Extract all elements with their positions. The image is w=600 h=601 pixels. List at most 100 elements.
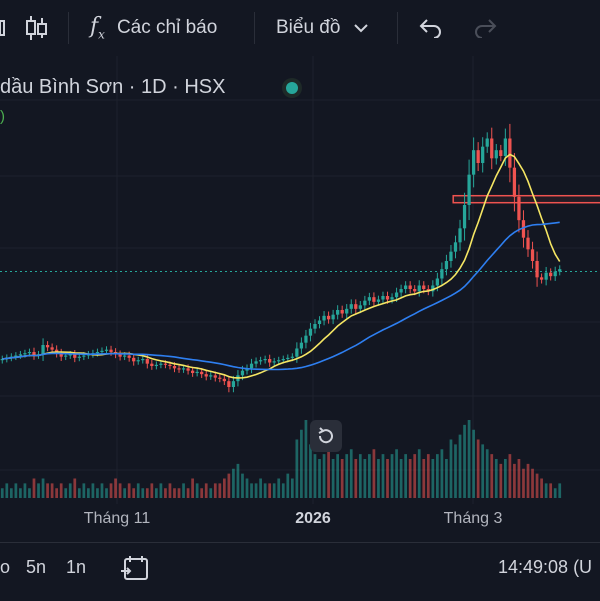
undo-icon[interactable] [418, 0, 442, 56]
candle-body [154, 364, 158, 367]
volume-bar [213, 483, 217, 499]
time-tick: 2026 [295, 510, 331, 527]
volume-bar [236, 463, 240, 499]
candle-body [517, 196, 521, 221]
candles-icon[interactable] [24, 0, 48, 56]
volume-bar [23, 483, 27, 499]
candle-body [218, 377, 222, 379]
volume-bar [28, 488, 31, 498]
volume-bar [19, 488, 22, 498]
candle-body [258, 360, 263, 362]
volume-bar [463, 424, 466, 499]
chart-type-label: Biểu đồ [276, 17, 341, 38]
volume-bar [349, 449, 353, 498]
candle-body [45, 345, 50, 348]
candle-body [435, 278, 439, 286]
range-partial-button[interactable]: o [0, 557, 11, 577]
volume-bar [200, 488, 204, 498]
candle-body [50, 347, 54, 350]
candle-body [240, 370, 245, 376]
volume-bar [272, 483, 276, 499]
candle-body [422, 285, 426, 289]
candle-body [190, 370, 195, 373]
volume-bar [336, 454, 340, 499]
volume-bar [155, 488, 158, 498]
chart-type-button[interactable]: Biểu đồ [276, 0, 369, 56]
candle-body [431, 285, 435, 292]
volume-bar [345, 454, 349, 499]
range-5y-button[interactable]: 5n [26, 557, 47, 577]
symbol-title[interactable]: dầu Bình Sơn · 1D · HSX [0, 70, 225, 104]
volume-bar [399, 459, 403, 498]
range-1y-button[interactable]: 1n [66, 557, 87, 577]
candle-body [345, 308, 349, 314]
candle-body [363, 300, 367, 306]
volume-bar [445, 459, 448, 498]
volume-bar [413, 454, 417, 499]
volume-bar [14, 483, 18, 499]
candle-body [168, 364, 172, 367]
volume-bar [145, 488, 149, 498]
candle-body [18, 354, 23, 356]
volume-bar [404, 454, 407, 499]
candle-body [209, 375, 213, 377]
toolbar-divider [254, 12, 255, 44]
candle-body [27, 352, 32, 354]
chart-grid [0, 56, 600, 504]
toolbar-prev-partial[interactable] [0, 0, 8, 56]
candle-body [394, 292, 399, 298]
volume-bar [449, 439, 453, 498]
volume-bar [395, 449, 398, 498]
goto-date-icon[interactable] [120, 555, 150, 588]
candle-body [471, 150, 476, 175]
volume-bar [168, 483, 172, 499]
volume-bar [426, 454, 430, 499]
volume-bar [494, 459, 498, 498]
volume-bar [295, 439, 299, 498]
price-chart[interactable] [0, 56, 600, 504]
candle-body [476, 150, 480, 163]
volume-bar [327, 449, 330, 498]
volume-bar [490, 454, 494, 499]
volume-bar [386, 459, 389, 498]
candle-body [299, 342, 304, 349]
volume-bar [440, 449, 444, 498]
candle-body [535, 261, 539, 278]
volume-bar [549, 483, 553, 499]
volume-bar [232, 468, 235, 498]
chevron-down-icon [354, 24, 369, 33]
volume-bar [322, 454, 326, 499]
candle-body [512, 167, 517, 197]
reset-chart-button[interactable] [310, 420, 342, 452]
market-status-icon [282, 78, 302, 98]
candle-body [64, 355, 68, 357]
candle-body [159, 363, 163, 365]
volume-bar [222, 478, 226, 498]
volume-bar [553, 488, 557, 498]
candle-body [317, 320, 322, 324]
volume-bar [177, 488, 181, 498]
volume-bar [476, 439, 480, 498]
top-toolbar: fx Các chỉ báo Biểu đồ [0, 0, 600, 56]
volume-bar [422, 459, 426, 498]
candle-body [521, 220, 526, 238]
volume-bar [313, 454, 317, 499]
volume-bar [472, 429, 475, 498]
volume-bar [218, 483, 222, 499]
volume-bar [114, 478, 117, 498]
indicators-button[interactable]: fx Các chỉ báo [90, 0, 217, 56]
candle-body [530, 249, 535, 261]
volume-bar [259, 478, 262, 498]
candles [0, 123, 562, 393]
volume-bar [508, 454, 512, 499]
volume-bar [368, 454, 371, 499]
volume-bar [159, 483, 163, 499]
volume-bar [164, 488, 167, 498]
redo-icon[interactable] [474, 0, 498, 56]
clock-display[interactable]: 14:49:08 (U [498, 557, 593, 577]
resistance-zone [452, 194, 600, 204]
candle-body [231, 381, 236, 387]
candle-body [508, 138, 512, 168]
candle-body [444, 261, 449, 270]
candle-body [272, 361, 276, 363]
